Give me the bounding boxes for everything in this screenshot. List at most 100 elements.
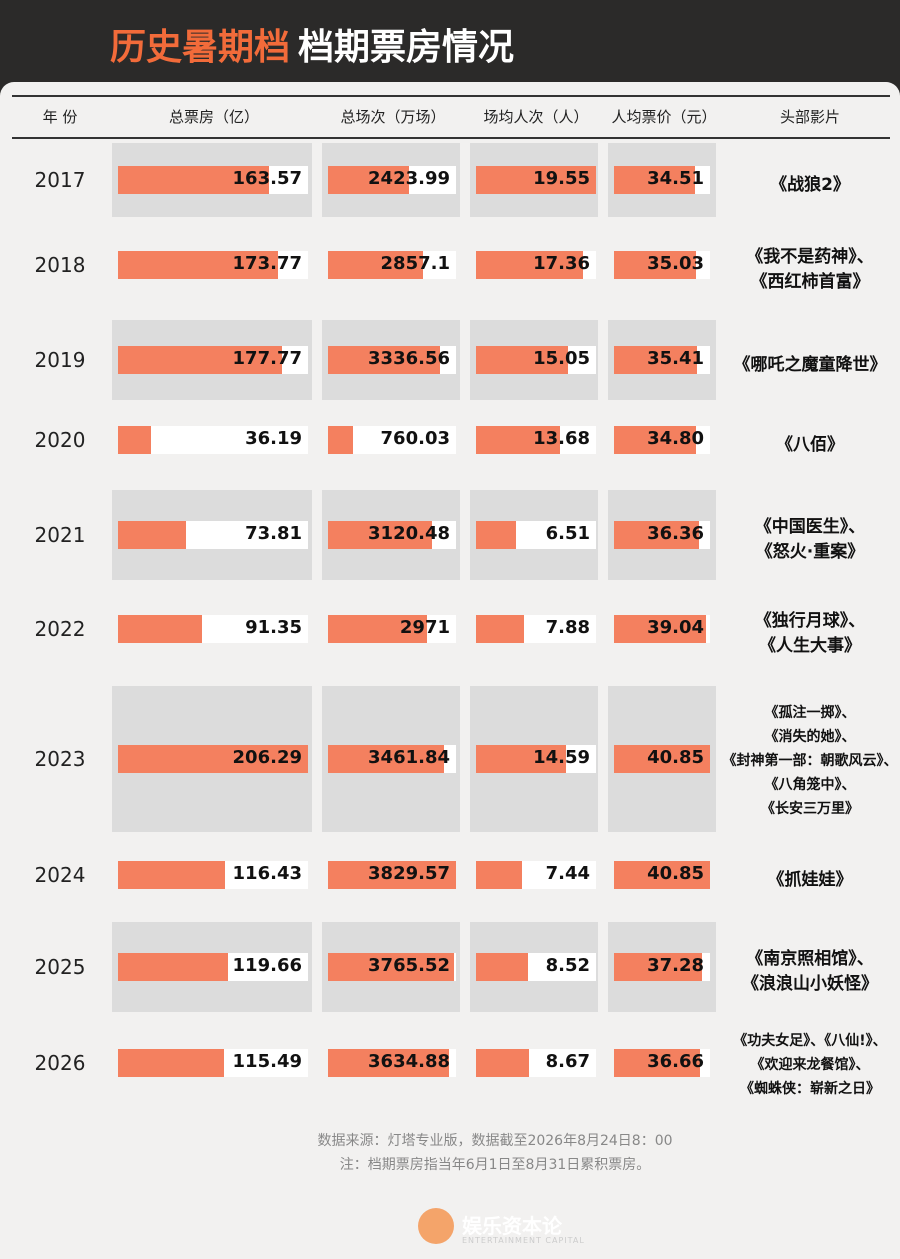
note: 注：档期票房指当年6月1日至8月31日累积票房。 — [339, 1157, 651, 1173]
year: 2026 — [34, 1051, 86, 1075]
bar — [614, 346, 698, 374]
bar — [614, 615, 706, 643]
value-label: 7.44 — [545, 863, 590, 884]
value-label: 34.51 — [647, 168, 704, 189]
bar — [476, 251, 583, 279]
bar — [614, 1049, 701, 1077]
value-label: 3765.52 — [368, 955, 450, 976]
column-header: 场均人次（人） — [483, 108, 589, 126]
year: 2024 — [34, 863, 86, 887]
bar — [328, 861, 456, 889]
value-label: 119.66 — [232, 955, 302, 976]
film-title: 《哪吒之魔童降世》 — [733, 354, 887, 375]
value-label: 2971 — [399, 617, 450, 638]
column-header: 头部影片 — [779, 108, 840, 126]
bar — [118, 953, 229, 981]
bar — [476, 615, 525, 643]
column-header: 总场次（万场） — [340, 108, 446, 126]
year: 2023 — [34, 747, 86, 771]
bar — [118, 166, 269, 194]
year: 2019 — [34, 348, 86, 372]
value-label: 760.03 — [380, 428, 450, 449]
bar — [476, 166, 596, 194]
value-label: 14.59 — [533, 747, 590, 768]
logo-icon — [418, 1208, 454, 1244]
value-label: 19.55 — [533, 168, 590, 189]
value-label: 3634.88 — [368, 1051, 450, 1072]
film-title: 《八角笼中》、 — [764, 777, 856, 793]
brand-en: ENTERTAINMENT CAPITAL — [462, 1236, 585, 1245]
title-highlight: 历史暑期档 — [110, 27, 291, 68]
bar — [118, 521, 186, 549]
bar — [614, 861, 710, 889]
year: 2017 — [34, 168, 86, 192]
film-title: 《欢迎来龙餐馆》、 — [750, 1057, 870, 1073]
film-title: 《浪浪山小妖怪》 — [742, 974, 878, 994]
film-title: 《人生大事》 — [759, 636, 861, 656]
value-label: 40.85 — [647, 863, 704, 884]
bar — [476, 745, 566, 773]
value-label: 206.29 — [232, 747, 302, 768]
value-label: 173.77 — [232, 253, 302, 274]
bar — [328, 251, 424, 279]
value-label: 91.35 — [245, 617, 302, 638]
bar — [118, 1049, 225, 1077]
bar — [476, 1049, 530, 1077]
bar — [614, 166, 696, 194]
value-label: 34.80 — [647, 428, 704, 449]
bar — [118, 426, 152, 454]
header-rule — [12, 95, 890, 97]
column-header: 年 份 — [42, 108, 78, 126]
bar — [328, 521, 433, 549]
year: 2022 — [34, 617, 86, 641]
year: 2021 — [34, 523, 86, 547]
value-label: 3120.48 — [368, 523, 450, 544]
value-label: 177.77 — [232, 348, 302, 369]
value-label: 35.03 — [647, 253, 704, 274]
bar — [476, 953, 529, 981]
bar — [328, 426, 354, 454]
brand: 娱乐资本论 — [462, 1214, 562, 1238]
value-label: 15.05 — [533, 348, 590, 369]
bar — [328, 745, 444, 773]
value-label: 115.49 — [232, 1051, 302, 1072]
year: 2020 — [34, 428, 86, 452]
bar — [476, 426, 560, 454]
value-label: 35.41 — [647, 348, 704, 369]
film-title: 《封神第一部：朝歌风云》、 — [722, 753, 898, 769]
bar — [118, 251, 279, 279]
bar — [328, 346, 440, 374]
year: 2025 — [34, 955, 86, 979]
bar — [118, 861, 226, 889]
header-rule — [12, 137, 890, 139]
film-title: 《蜘蛛侠：崭新之日》 — [740, 1081, 880, 1097]
year: 2018 — [34, 253, 86, 277]
value-label: 2423.99 — [368, 168, 450, 189]
value-label: 7.88 — [545, 617, 590, 638]
value-label: 3829.57 — [368, 863, 450, 884]
value-label: 39.04 — [647, 617, 704, 638]
bar — [614, 953, 702, 981]
bar — [614, 251, 697, 279]
value-label: 3461.84 — [368, 747, 450, 768]
bar — [118, 745, 308, 773]
value-label: 8.52 — [545, 955, 590, 976]
value-label: 36.66 — [647, 1051, 704, 1072]
bar — [328, 953, 454, 981]
value-label: 6.51 — [545, 523, 590, 544]
film-title: 《孤注一掷》、 — [764, 705, 856, 721]
value-label: 40.85 — [647, 747, 704, 768]
film-title: 《我不是药神》、 — [746, 247, 874, 267]
bar — [614, 521, 700, 549]
film-title: 《抓娃娃》 — [767, 869, 853, 890]
column-header: 人均票价（元） — [611, 108, 717, 126]
source-note: 数据来源：灯塔专业版，数据截至2026年8月24日8：00 — [317, 1133, 673, 1149]
value-label: 36.19 — [245, 428, 302, 449]
bar — [118, 615, 203, 643]
film-title: 《消失的她》、 — [764, 729, 856, 745]
value-label: 163.57 — [232, 168, 302, 189]
film-title: 《八佰》 — [776, 434, 844, 455]
film-title: 《长安三万里》 — [761, 801, 859, 817]
value-label: 8.67 — [545, 1051, 590, 1072]
film-title: 《功夫女足》、《八仙!》、 — [733, 1033, 887, 1049]
